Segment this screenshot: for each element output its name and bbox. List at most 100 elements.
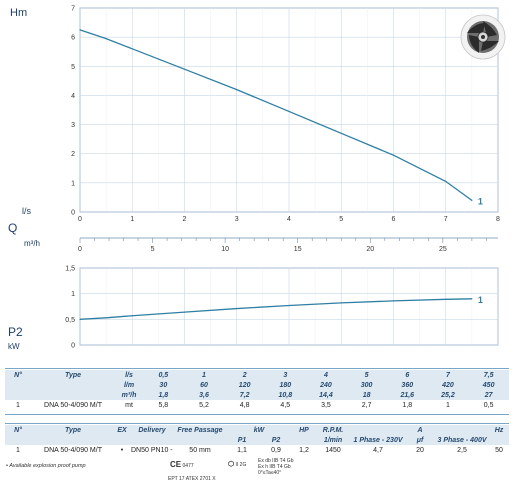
x-tick-label: 6 — [392, 216, 396, 223]
flow-cell: 0,5 — [143, 370, 184, 380]
x-tick-label: 2 — [183, 216, 187, 223]
power-chart: 0 0,5 1 1,5 P2 kW 1 — [8, 266, 499, 351]
power-data-point — [340, 302, 342, 304]
table-row: 1 DNA 50-4/090 M/T mt 5,8 5,2 4,8 4,5 3,… — [5, 400, 509, 410]
flow-cell: 3,6 — [183, 390, 225, 400]
head-value: 4,5 — [264, 400, 306, 410]
flow-axis: 0 5 10 15 20 25 Qm³/h — [8, 221, 498, 253]
table-header-row: N° Type l/s 0,5 1 2 3 4 5 6 7 7,5 — [5, 370, 509, 380]
col-rpm-unit: 1/min — [315, 435, 351, 445]
flow-cell: 27 — [468, 390, 509, 400]
atex-line: Ex db IIB T4 Gb — [258, 458, 294, 464]
y-tick-label: 1 — [71, 180, 75, 187]
flow-cell: 6 — [386, 370, 428, 380]
x-axis-unit-label: l/s — [22, 206, 32, 216]
flow-cell: 450 — [468, 380, 509, 390]
power-curve — [79, 298, 472, 320]
power-data-point — [105, 317, 107, 319]
flow-cell: 60 — [183, 380, 225, 390]
head-data-point — [236, 89, 238, 91]
col-amps: A — [351, 425, 490, 435]
row-p1: 1,1 — [225, 445, 259, 455]
col-n: N° — [5, 425, 31, 435]
q-axis-label: Q — [8, 221, 17, 235]
head-value: 5,2 — [183, 400, 225, 410]
row-delivery: DN50 PN10 - G2" — [129, 445, 175, 455]
flow-cell: 180 — [264, 380, 306, 390]
impeller-icon — [460, 14, 506, 60]
ce-mark: CE 0477 — [170, 460, 194, 470]
col-n: N° — [5, 370, 31, 380]
head-data-point — [445, 180, 447, 182]
col-type: Type — [31, 370, 115, 380]
explosion-proof-note: • Available explosion proof pump — [6, 463, 86, 469]
head-curve — [79, 29, 473, 201]
table-bottom-rule — [5, 414, 509, 415]
col-type: Type — [31, 425, 115, 435]
head-value: 1,8 — [386, 400, 428, 410]
ex-hexagon-icon: ⬡ — [228, 461, 235, 468]
col-hz: Hz — [489, 425, 509, 435]
y-tick-label: 0 — [71, 210, 75, 217]
row-type: DNA 50-4/090 M/T — [31, 400, 115, 410]
power-data-point — [471, 298, 473, 300]
atex-mark: ⬡ II 2G — [228, 461, 246, 468]
ce-code: 0477 — [182, 463, 194, 469]
y-tick-label: 0,5 — [65, 317, 75, 324]
flow-cell: 10,8 — [264, 390, 306, 400]
head-value: 4,8 — [224, 400, 265, 410]
head-chart: 0 1 2 3 4 5 6 7 8 0 1 2 3 4 5 6 7 Hm l/s 1 — [10, 6, 500, 224]
atex-line: Ex h IIB T4 Gb — [258, 464, 291, 470]
table-header-row: N° Type EX Delivery Free Passage kW HP R… — [5, 425, 509, 435]
ce-logo-icon: CE — [170, 460, 182, 469]
atex-line: 0°≤Ta≤40° — [258, 470, 282, 476]
spec-table-top-rule — [5, 423, 509, 424]
y-tick-label: 2 — [71, 151, 75, 158]
power-data-point — [288, 304, 290, 307]
x-tick-label: 5 — [339, 216, 343, 223]
flow-cell: 120 — [224, 380, 265, 390]
head-data-point — [79, 29, 81, 31]
flow-cell: 300 — [346, 380, 387, 390]
y-tick-label: 5 — [71, 64, 75, 71]
x-tick-label: 7 — [444, 216, 448, 223]
x-tick-label: 1 — [130, 216, 134, 223]
ept-code: EPT 17 ATEX 2701 X — [168, 476, 216, 482]
head-data-point — [183, 68, 186, 70]
y-tick-label: 4 — [71, 93, 75, 100]
col-hp: HP — [293, 425, 315, 435]
q-tick-label: 0 — [78, 246, 82, 253]
q-tick-label: 10 — [221, 246, 229, 253]
unit-cell: m³/h — [115, 390, 143, 400]
col-kw: kW — [225, 425, 293, 435]
row-number: 1 — [5, 400, 31, 410]
performance-table: N° Type l/s 0,5 1 2 3 4 5 6 7 7,5 l/m 30… — [5, 370, 509, 410]
row-amps-3-phase: 2,5 — [435, 445, 490, 455]
flow-cell: 240 — [305, 380, 347, 390]
row-ex: • — [115, 445, 129, 455]
flow-cell: 14,4 — [305, 390, 347, 400]
y-tick-label: 1,5 — [65, 266, 75, 273]
y-tick-label: 6 — [71, 35, 75, 42]
flow-cell: 1,8 — [143, 390, 184, 400]
col-free-passage: Free Passage — [175, 425, 225, 435]
power-series-label: 1 — [478, 295, 483, 305]
flow-cell: 3 — [264, 370, 306, 380]
table-header-row: m³/h 1,8 3,6 7,2 10,8 14,4 18 21,6 25,2 … — [5, 390, 509, 400]
y-tick-label: 0 — [71, 343, 75, 350]
q-tick-label: 20 — [366, 246, 374, 253]
row-amps-1-phase: 4,7 — [351, 445, 405, 455]
row-p2: 0,9 — [259, 445, 293, 455]
row-uf: 20 — [405, 445, 435, 455]
head-value: 0,5 — [468, 400, 509, 410]
q-tick-label: 15 — [294, 246, 302, 253]
y-axis-label: P2 — [8, 325, 23, 339]
head-value: 1 — [427, 400, 469, 410]
head-value: 2,7 — [346, 400, 387, 410]
row-unit: mt — [115, 400, 143, 410]
spec-table: N° Type EX Delivery Free Passage kW HP R… — [5, 425, 509, 455]
flow-cell: 4 — [305, 370, 347, 380]
head-data-point — [392, 154, 395, 156]
y-axis-unit: kW — [8, 342, 20, 351]
x-tick-label: 3 — [235, 216, 239, 223]
